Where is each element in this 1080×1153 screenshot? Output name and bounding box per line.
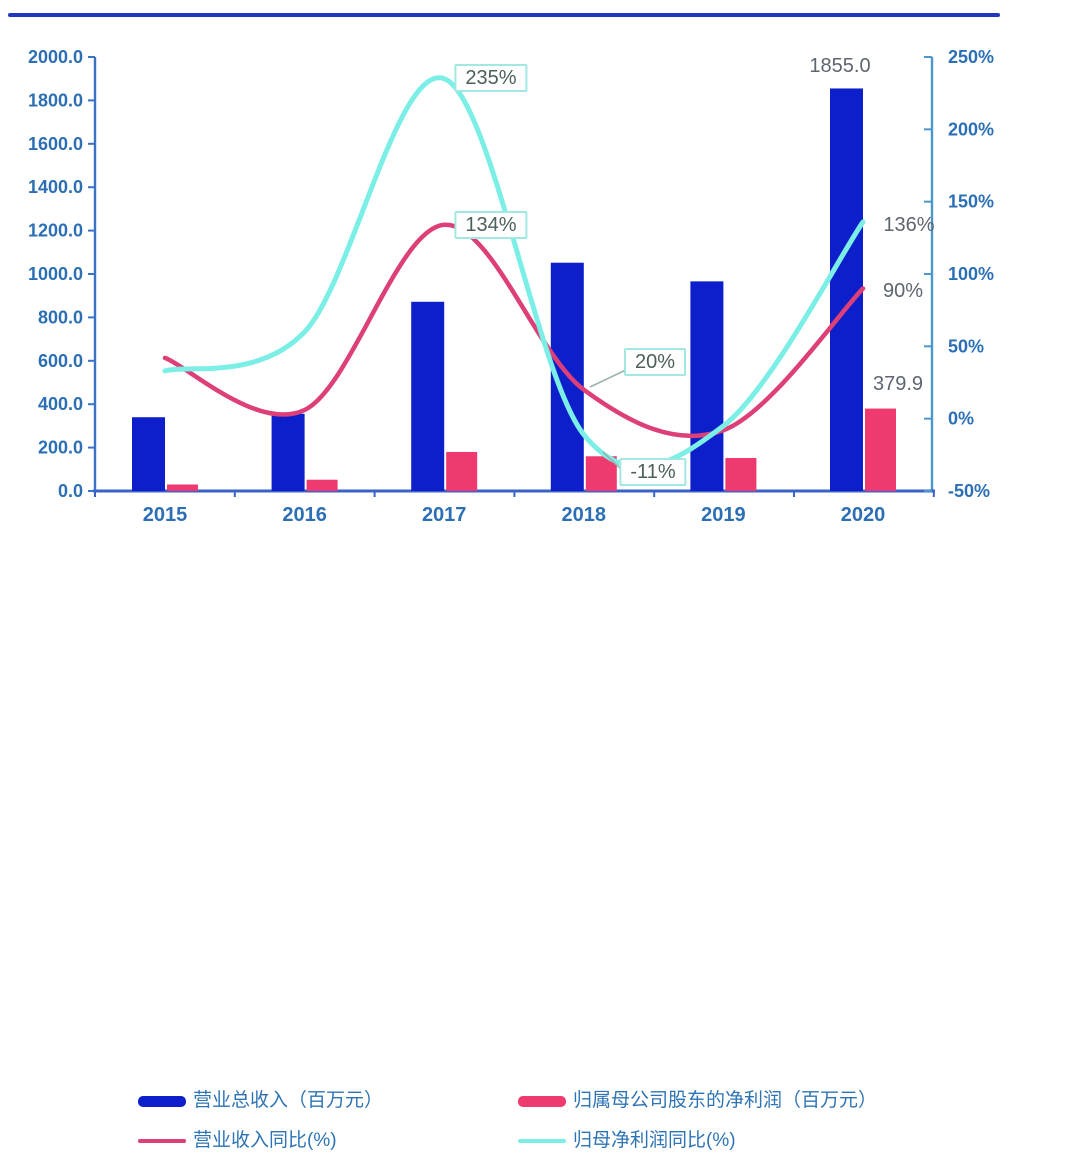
legend-label-revenue-bar: 营业总收入（百万元） — [193, 1090, 384, 1111]
profit-yoy-line-swatch — [518, 1139, 566, 1143]
right-axis-label--50%: -50% — [948, 481, 990, 501]
legend-item-revenue-yoy-line: 营业收入同比(%) — [138, 1129, 337, 1153]
bar-revenue-2016 — [271, 413, 305, 491]
bar-profit-2017 — [446, 451, 478, 491]
plot-area: 2000.0 1800.0 1600.0 1400.0 1200.0 1000.0 800.… — [28, 47, 994, 526]
revenue-yoy-2018-leader — [589, 368, 629, 388]
right-axis-label-200%: 200% — [948, 119, 994, 139]
left-axis-label-200.0: 200.0 — [38, 438, 83, 458]
line-revenue-yoy — [162, 222, 866, 439]
bar-revenue-2017 — [411, 301, 445, 491]
revenue-yoy-line-swatch — [138, 1139, 186, 1143]
bar-profit-2020 — [865, 408, 896, 491]
revenue-bar-swatch — [138, 1095, 186, 1107]
legend-item-profit-bar: 归属母公司股东的净利润（百万元） — [518, 1089, 877, 1113]
left-axis-label-1400.0: 1400.0 — [28, 177, 83, 197]
bar-revenue-2020 — [830, 88, 863, 491]
year-label-2018: 2018 — [562, 504, 607, 526]
left-axis-label-1200.0: 1200.0 — [28, 221, 83, 241]
bar-revenue-2015 — [132, 417, 165, 491]
left-axis-label-400.0: 400.0 — [38, 394, 83, 414]
year-label-2020: 2020 — [841, 504, 886, 526]
profit-yoy-2018-leader — [602, 451, 623, 471]
right-axis-label-0%: 0% — [948, 409, 974, 429]
chart: 2000.0 1800.0 1600.0 1400.0 1200.0 1000.0 800.… — [0, 13, 1080, 1151]
bar-profit-2016 — [306, 479, 338, 491]
year-label-2016: 2016 — [282, 504, 327, 526]
legend-item-profit-yoy-line: 归母净利润同比(%) — [518, 1129, 736, 1153]
legend-label-profit-yoy-line: 归母净利润同比(%) — [573, 1130, 736, 1151]
left-axis-label-800.0: 800.0 — [38, 307, 83, 327]
left-axis-label-1800.0: 1800.0 — [28, 90, 83, 110]
legend-item-revenue-bar: 营业总收入（百万元） — [138, 1089, 383, 1113]
bar-profit-2018 — [585, 456, 617, 491]
year-label-2015: 2015 — [143, 504, 188, 526]
left-axis-label-600.0: 600.0 — [38, 351, 83, 371]
year-label-2019: 2019 — [701, 504, 746, 526]
left-axis-label-1000.0: 1000.0 — [28, 264, 83, 284]
year-label-2017: 2017 — [422, 504, 467, 526]
bar-profit-2019 — [725, 458, 757, 491]
right-axis-label-100%: 100% — [948, 264, 994, 284]
left-axis-label-0.0: 0.0 — [58, 481, 83, 501]
right-axis-label-150%: 150% — [948, 192, 994, 212]
right-axis-label-250%: 250% — [948, 47, 994, 67]
right-axis-label-50%: 50% — [948, 336, 984, 356]
bar-profit-2015 — [167, 484, 198, 491]
left-axis-label-2000.0: 2000.0 — [28, 47, 83, 67]
left-axis-label-1600.0: 1600.0 — [28, 134, 83, 154]
top-divider — [8, 13, 1000, 17]
legend-label-revenue-yoy-line: 营业收入同比(%) — [193, 1130, 337, 1151]
legend: 营业总收入（百万元） 归属母公司股东的净利润（百万元） 营业收入同比(%) 归母… — [0, 540, 1080, 1151]
legend-label-profit-bar: 归属母公司股东的净利润（百万元） — [573, 1090, 878, 1111]
profit-bar-swatch — [518, 1095, 566, 1107]
bar-revenue-2019 — [690, 281, 724, 491]
